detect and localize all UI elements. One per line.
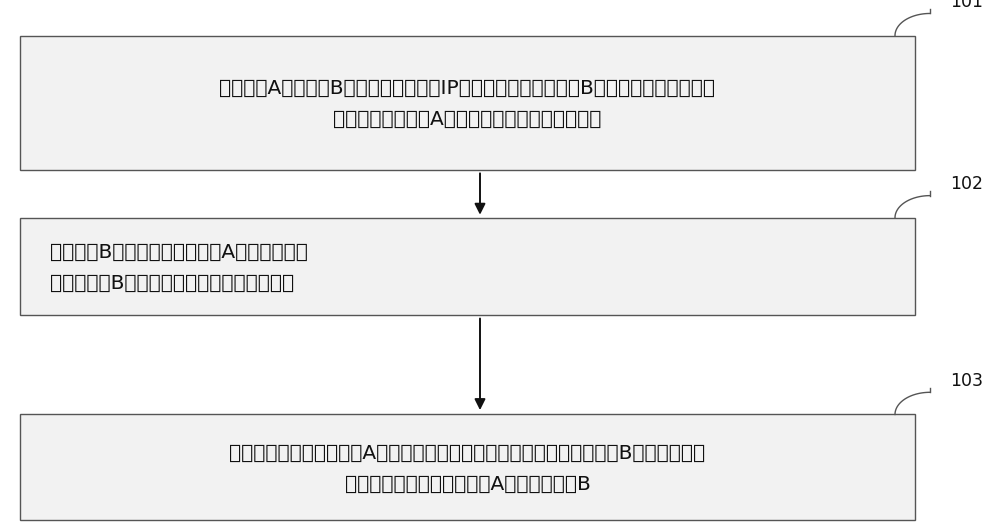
Text: 利用脚本停止所述主机房A网络设备的交换虚拟接口，并启用所述备机房B网络设备的交: 利用脚本停止所述主机房A网络设备的交换虚拟接口，并启用所述备机房B网络设备的交 bbox=[229, 444, 706, 463]
Text: 换虚拟接口，实现由主机房A切换到备机房B: 换虚拟接口，实现由主机房A切换到备机房B bbox=[345, 475, 590, 493]
Text: 101: 101 bbox=[950, 0, 983, 11]
FancyBboxPatch shape bbox=[20, 35, 915, 170]
Text: 将主机房A和备机房B中的设备置于同一IP地址空间中，将备机房B网络设备的交换虚拟接: 将主机房A和备机房B中的设备置于同一IP地址空间中，将备机房B网络设备的交换虚拟… bbox=[220, 79, 716, 98]
Text: 103: 103 bbox=[950, 372, 983, 390]
FancyBboxPatch shape bbox=[20, 414, 915, 520]
Text: 102: 102 bbox=[950, 175, 983, 193]
Text: 建立备机房B的网络设备与虚拟服务器的连接: 建立备机房B的网络设备与虚拟服务器的连接 bbox=[50, 274, 294, 293]
Text: 在备机房B服务器中虚拟主机房A中的服务器，: 在备机房B服务器中虚拟主机房A中的服务器， bbox=[50, 243, 308, 262]
Text: 口配置成与主机房A网络设备的交换虚拟接口相同: 口配置成与主机房A网络设备的交换虚拟接口相同 bbox=[333, 110, 602, 129]
FancyBboxPatch shape bbox=[20, 218, 915, 316]
